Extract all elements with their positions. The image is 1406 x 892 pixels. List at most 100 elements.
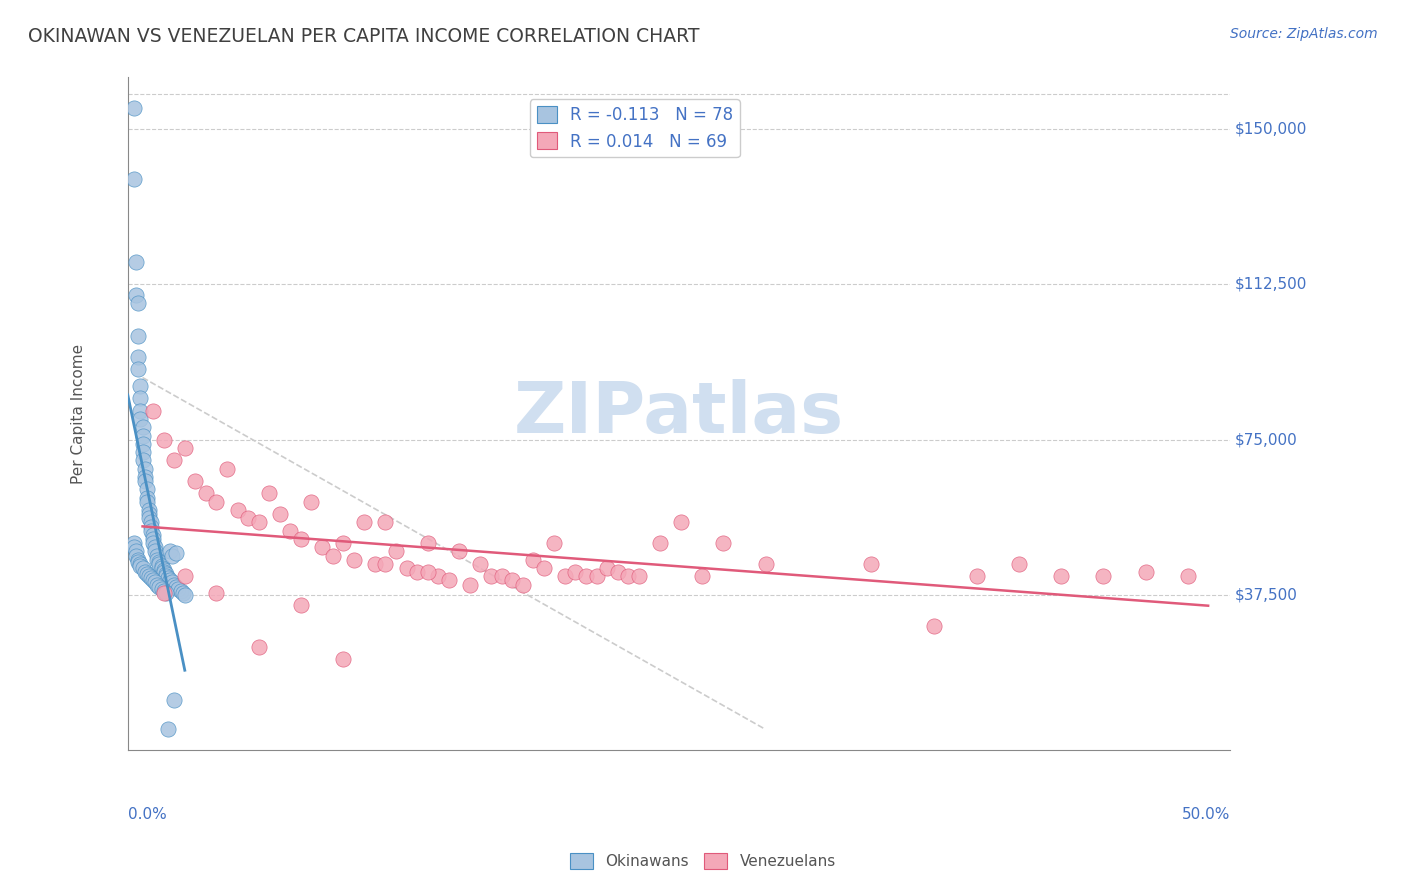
Point — [150, 558, 173, 573]
Point — [146, 552, 169, 566]
Point — [129, 557, 152, 571]
Point — [155, 569, 177, 583]
Point — [152, 586, 174, 600]
Point — [205, 586, 228, 600]
Point — [142, 536, 165, 550]
Point — [122, 541, 145, 555]
Point — [134, 461, 156, 475]
Point — [491, 569, 513, 583]
Point — [135, 494, 157, 508]
Point — [131, 428, 153, 442]
Text: $150,000: $150,000 — [1234, 121, 1306, 136]
Point — [301, 494, 323, 508]
Point — [269, 507, 291, 521]
Point — [416, 536, 439, 550]
Point — [125, 287, 148, 301]
Point — [311, 541, 333, 555]
Point — [1177, 569, 1199, 583]
Point — [143, 544, 166, 558]
Point — [437, 574, 460, 588]
Legend: R = -0.113   N = 78, R = 0.014   N = 69: R = -0.113 N = 78, R = 0.014 N = 69 — [530, 99, 740, 157]
Point — [669, 516, 692, 530]
Point — [127, 555, 149, 569]
Point — [596, 561, 619, 575]
Point — [167, 582, 190, 596]
Point — [184, 474, 207, 488]
Point — [290, 532, 312, 546]
Point — [129, 412, 152, 426]
Point — [247, 640, 270, 654]
Point — [142, 574, 165, 588]
Point — [343, 552, 366, 566]
Point — [156, 723, 179, 737]
Legend: Okinawans, Venezuelans: Okinawans, Venezuelans — [564, 847, 842, 875]
Point — [146, 577, 169, 591]
Text: $37,500: $37,500 — [1234, 587, 1298, 602]
Point — [1135, 565, 1157, 579]
Point — [364, 557, 387, 571]
Point — [159, 574, 181, 588]
Point — [449, 544, 471, 558]
Point — [122, 536, 145, 550]
Point — [172, 586, 194, 600]
Point — [134, 474, 156, 488]
Point — [125, 254, 148, 268]
Point — [134, 565, 156, 579]
Point — [247, 516, 270, 530]
Point — [146, 549, 169, 563]
Point — [173, 441, 195, 455]
Point — [1050, 569, 1073, 583]
Point — [129, 379, 152, 393]
Point — [165, 546, 187, 560]
Point — [353, 516, 375, 530]
Text: $112,500: $112,500 — [1234, 277, 1306, 292]
Point — [134, 470, 156, 484]
Point — [163, 577, 186, 591]
Point — [163, 453, 186, 467]
Point — [155, 567, 177, 582]
Point — [924, 619, 946, 633]
Point — [165, 580, 187, 594]
Point — [648, 536, 671, 550]
Point — [1008, 557, 1031, 571]
Point — [554, 569, 576, 583]
Point — [406, 565, 429, 579]
Point — [143, 575, 166, 590]
Point — [122, 172, 145, 186]
Point — [152, 433, 174, 447]
Point — [236, 511, 259, 525]
Point — [150, 561, 173, 575]
Point — [127, 296, 149, 310]
Point — [259, 486, 281, 500]
Point — [131, 437, 153, 451]
Point — [142, 532, 165, 546]
Text: $75,000: $75,000 — [1234, 432, 1298, 447]
Point — [131, 420, 153, 434]
Point — [690, 569, 713, 583]
Point — [606, 565, 628, 579]
Point — [575, 569, 598, 583]
Point — [322, 549, 344, 563]
Point — [160, 549, 183, 563]
Point — [173, 569, 195, 583]
Point — [131, 453, 153, 467]
Point — [148, 555, 170, 569]
Point — [205, 494, 228, 508]
Point — [479, 569, 502, 583]
Text: ZIPatlas: ZIPatlas — [513, 379, 844, 449]
Point — [138, 511, 160, 525]
Point — [385, 544, 408, 558]
Point — [125, 549, 148, 563]
Point — [711, 536, 734, 550]
Point — [470, 557, 492, 571]
Point — [173, 588, 195, 602]
Point — [139, 516, 162, 530]
Point — [543, 536, 565, 550]
Point — [142, 528, 165, 542]
Point — [585, 569, 607, 583]
Point — [138, 569, 160, 583]
Point — [122, 102, 145, 116]
Point — [169, 583, 191, 598]
Point — [135, 491, 157, 505]
Point — [159, 544, 181, 558]
